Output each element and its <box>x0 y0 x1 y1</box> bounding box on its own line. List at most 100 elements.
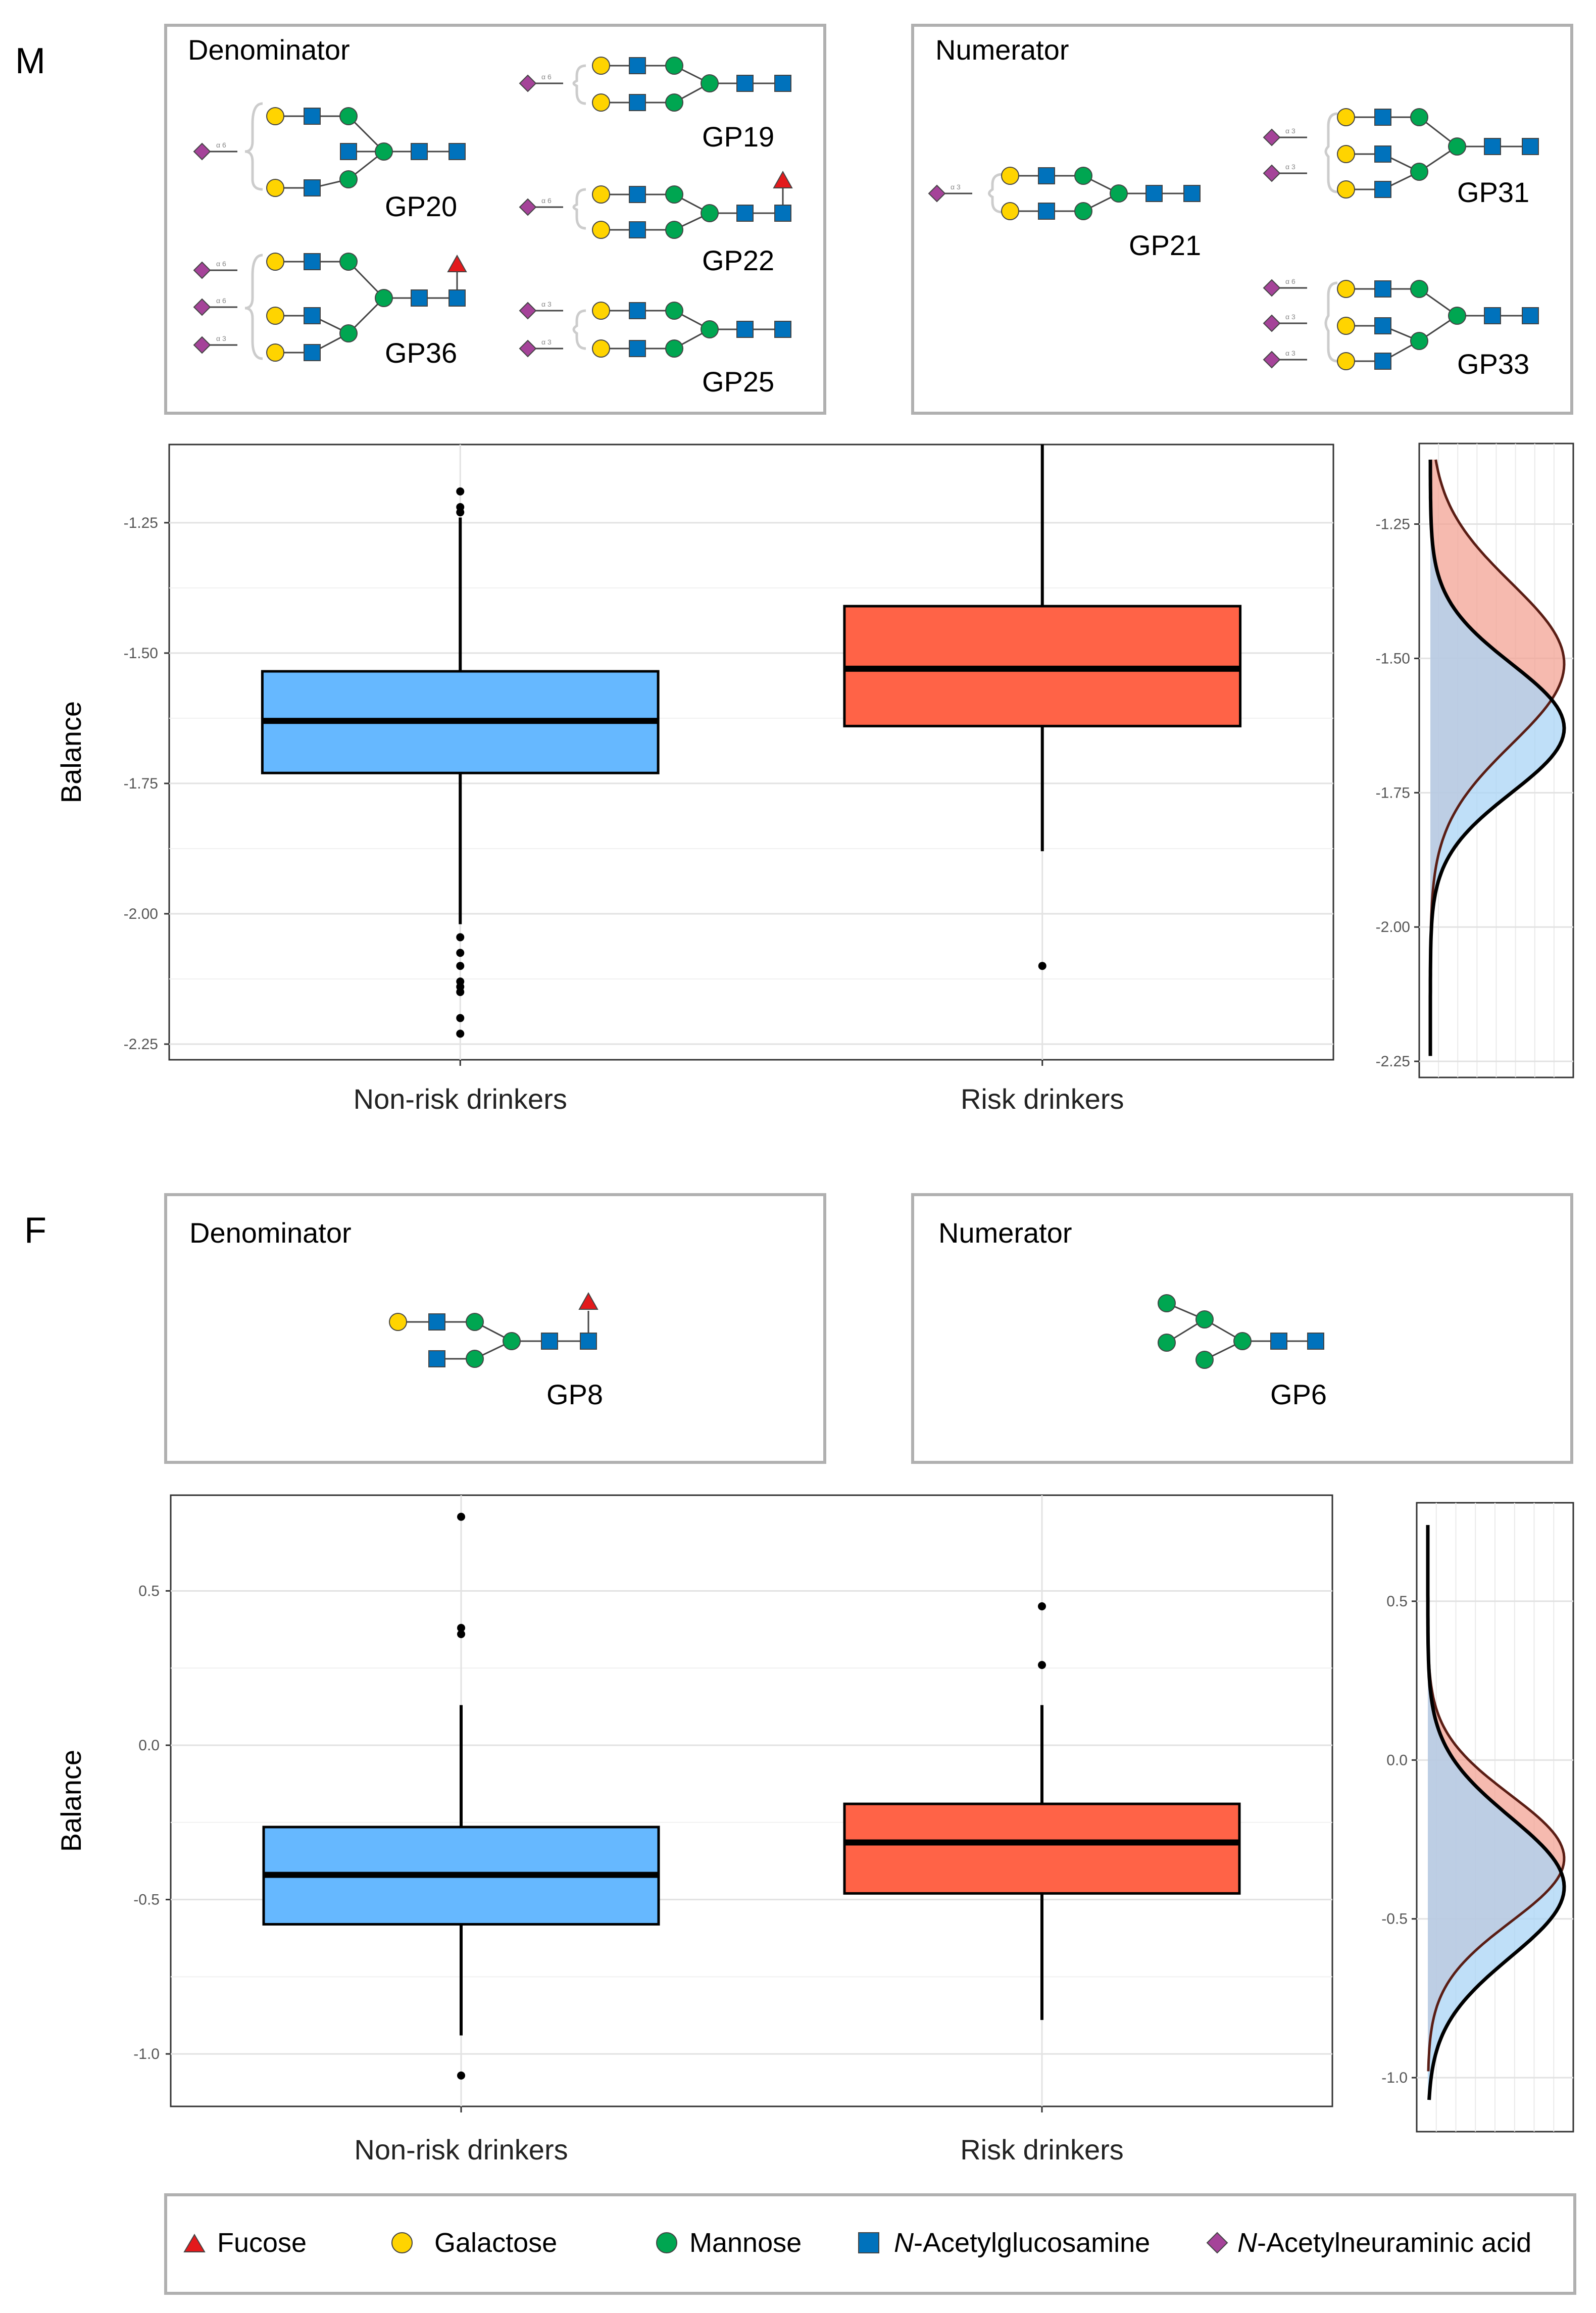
boxplot-chart-f: 0.5 0.0 -0.5 -1.0 Non-risk drinkers Risk drin… <box>55 1494 1333 2166</box>
outlier-point <box>1038 962 1046 970</box>
glycan-gp20: α 6 GP20 <box>193 102 466 222</box>
denominator-title-m: Denominator <box>188 34 350 66</box>
glycan-label-gp31: GP31 <box>1457 176 1529 208</box>
y-tick-label: -2.00 <box>124 906 158 922</box>
legend-prefix: N <box>894 2228 914 2258</box>
galactose-icon <box>391 2232 413 2253</box>
legend-label-galactose: Galactose <box>434 2228 557 2258</box>
outlier-point <box>456 508 465 517</box>
neuraminic-acid-icon <box>1206 2232 1228 2254</box>
glycan-gp19: α 6 GP19 <box>519 57 791 153</box>
plot-area <box>170 1494 1333 2107</box>
legend-prefix: N <box>1237 2228 1258 2258</box>
numerator-box-f: Numerator <box>911 1193 1573 1464</box>
legend-suffix: -Acetylneuraminic acid <box>1257 2228 1531 2258</box>
density-line-non-risk <box>1426 1525 1566 2100</box>
density-y-tick-label: -1.25 <box>1376 516 1410 533</box>
numerator-box-m: Numerator <box>911 24 1573 415</box>
density-line-non-risk <box>1428 459 1566 1056</box>
numerator-title-m: Numerator <box>935 34 1069 66</box>
y-tick-label: 0.5 <box>138 1583 160 1599</box>
linkage-label: α 6 <box>216 141 226 149</box>
legend-suffix: -Acetylglucosamine <box>914 2228 1150 2258</box>
density-y-tick-label: 0.0 <box>1386 1752 1408 1768</box>
x-tick-label: Non-risk drinkers <box>354 1083 567 1115</box>
legend-label-mannose: Mannose <box>689 2228 802 2258</box>
denominator-title-f: Denominator <box>189 1217 352 1249</box>
y-tick-label: 0.0 <box>138 1737 160 1754</box>
legend-label-fucose: Fucose <box>217 2228 307 2258</box>
glycan-gp36: α 6 α 6 α 3 GP36 <box>193 253 467 369</box>
box-risk <box>843 1802 1241 1895</box>
glycan-gp21: α 3 GP21 <box>928 167 1201 261</box>
glycan-gp33: α 6 α 3 α 3 GP33 <box>1263 277 1539 380</box>
linkage-label: α 3 <box>541 338 552 346</box>
y-tick-label: -1.75 <box>124 775 158 792</box>
outlier-point <box>456 949 465 957</box>
y-tick-label: -1.50 <box>124 645 158 662</box>
legend-item-galactose: Galactose <box>391 2228 557 2258</box>
legend-item-mannose: Mannose <box>656 2228 802 2258</box>
glycan-label-gp21: GP21 <box>1129 229 1201 261</box>
x-tick-label: Risk drinkers <box>960 2134 1124 2166</box>
density-chart-m: -1.25 -1.50 -1.75 -2.00 -2.25 <box>1376 442 1574 1078</box>
boxplot-chart-m: -1.25 -1.50 -1.75 -2.00 -2.25 Non-risk drinke… <box>55 444 1334 1115</box>
linkage-label: α 6 <box>541 196 552 205</box>
y-tick-label: -1.0 <box>133 2046 160 2062</box>
density-chart-f: 0.5 0.0 -0.5 -1.0 <box>1381 1502 1574 2133</box>
glycan-label-gp36: GP36 <box>385 337 457 369</box>
glycan-gp31: α 3 α 3 GP31 <box>1263 108 1539 208</box>
glycan-label-gp6: GP6 <box>1270 1379 1327 1410</box>
y-axis-label: Balance <box>55 701 87 803</box>
linkage-label: α 6 <box>1285 277 1295 285</box>
panel-letter-m: M <box>15 41 45 81</box>
linkage-label: α 3 <box>1285 127 1295 135</box>
glycan-label-gp20: GP20 <box>385 190 457 222</box>
linkage-label: α 3 <box>216 334 226 342</box>
legend-label-acetylglucosamine: N-Acetylglucosamine <box>894 2228 1150 2258</box>
y-tick-label: -1.25 <box>124 515 158 531</box>
fucose-icon <box>183 2234 206 2252</box>
linkage-label: α 6 <box>541 73 552 81</box>
outlier-point <box>457 1623 465 1632</box>
density-y-tick-label: -2.00 <box>1376 919 1410 936</box>
glycan-label-gp19: GP19 <box>702 121 774 153</box>
density-area-non-risk <box>1428 1525 1564 2100</box>
density-y-tick-label: -2.25 <box>1376 1053 1410 1070</box>
outlier-point <box>457 1512 465 1521</box>
outlier-point <box>1038 1661 1046 1669</box>
y-tick-label: -0.5 <box>133 1892 160 1908</box>
glycan-gp25: α 3 α 3 GP25 <box>519 300 791 398</box>
linkage-label: α 3 <box>541 300 552 308</box>
legend-label-acetylneuraminic-acid: N-Acetylneuraminic acid <box>1237 2228 1531 2258</box>
glycan-label-gp8: GP8 <box>546 1379 603 1410</box>
mannose-icon <box>656 2232 677 2253</box>
numerator-title-f: Numerator <box>938 1217 1072 1249</box>
outlier-point <box>457 1630 465 1638</box>
legend-item-fucose: Fucose <box>183 2228 307 2258</box>
x-tick-label: Risk drinkers <box>961 1083 1124 1115</box>
legend: Fucose Galactose Mannose N-Acetylglucosa… <box>164 2193 1576 2295</box>
legend-item-acetylglucosamine: N-Acetylglucosamine <box>858 2228 1150 2258</box>
glycan-gp8: GP8 <box>389 1293 603 1410</box>
outlier-point <box>456 933 465 942</box>
panel-letter-f: F <box>24 1210 46 1251</box>
glycan-label-gp22: GP22 <box>702 244 774 276</box>
outlier-point <box>456 962 465 970</box>
x-tick-label: Non-risk drinkers <box>354 2134 568 2166</box>
outlier-point <box>457 2071 465 2080</box>
density-y-tick-label: -1.50 <box>1376 650 1410 667</box>
linkage-label: α 3 <box>1285 349 1295 357</box>
linkage-label: α 3 <box>951 183 961 191</box>
y-axis-label: Balance <box>55 1750 87 1852</box>
outlier-point <box>1038 1602 1046 1610</box>
denominator-box-f: Denominator <box>164 1193 826 1464</box>
density-y-tick-label: 0.5 <box>1386 1593 1408 1610</box>
linkage-label: α 6 <box>216 297 226 305</box>
linkage-label: α 6 <box>216 260 226 268</box>
density-y-tick-label: -0.5 <box>1381 1911 1408 1928</box>
glycan-gp6: GP6 <box>1158 1294 1327 1410</box>
glycan-label-gp33: GP33 <box>1457 348 1529 380</box>
outlier-point <box>456 1014 465 1022</box>
